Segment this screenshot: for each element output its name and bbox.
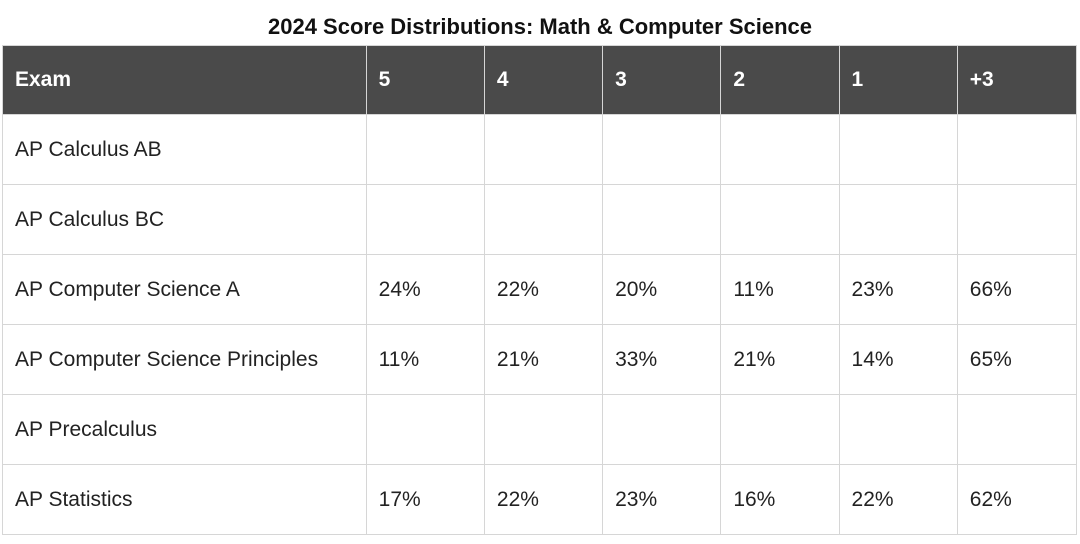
plus-3-cell — [956, 114, 1078, 185]
table-row: AP Calculus BC — [2, 184, 1078, 255]
column-header-score-3: 3 — [602, 45, 722, 115]
plus-3-cell: 62% — [956, 464, 1078, 535]
score-3-cell — [602, 184, 722, 255]
score-3-cell — [602, 394, 722, 465]
page-title: 2024 Score Distributions: Math & Compute… — [267, 14, 813, 39]
score-distribution-table: Exam 5 4 3 2 1 +3 AP Calculus AB AP Calc… — [2, 45, 1078, 535]
plus-3-cell: 66% — [956, 254, 1078, 325]
score-1-cell — [838, 394, 958, 465]
score-4-cell: 21% — [483, 324, 604, 395]
exam-name-cell: AP Statistics — [2, 464, 367, 535]
score-1-cell — [838, 114, 958, 185]
table-row: AP Computer Science A 24% 22% 20% 11% 23… — [2, 254, 1078, 325]
table-header-row: Exam 5 4 3 2 1 +3 — [2, 45, 1078, 115]
score-5-cell — [365, 184, 485, 255]
score-4-cell — [483, 184, 604, 255]
exam-name-cell: AP Computer Science Principles — [2, 324, 367, 395]
score-3-cell — [602, 114, 722, 185]
plus-3-cell — [956, 394, 1078, 465]
column-header-score-1: 1 — [838, 45, 958, 115]
score-5-cell — [365, 394, 485, 465]
score-1-cell — [838, 184, 958, 255]
score-5-cell: 17% — [365, 464, 485, 535]
table-row: AP Statistics 17% 22% 23% 16% 22% 62% — [2, 464, 1078, 535]
score-4-cell — [483, 394, 604, 465]
score-5-cell — [365, 114, 485, 185]
column-header-score-2: 2 — [720, 45, 840, 115]
score-5-cell: 11% — [365, 324, 485, 395]
score-3-cell: 23% — [602, 464, 722, 535]
plus-3-cell — [956, 184, 1078, 255]
score-1-cell: 14% — [838, 324, 958, 395]
score-1-cell: 23% — [838, 254, 958, 325]
score-2-cell: 21% — [720, 324, 840, 395]
table-row: AP Precalculus — [2, 394, 1078, 465]
score-4-cell: 22% — [483, 464, 604, 535]
column-header-score-4: 4 — [483, 45, 604, 115]
table-row: AP Calculus AB — [2, 114, 1078, 185]
exam-name-cell: AP Calculus BC — [2, 184, 367, 255]
exam-name-cell: AP Computer Science A — [2, 254, 367, 325]
table-row: AP Computer Science Principles 11% 21% 3… — [2, 324, 1078, 395]
column-header-score-5: 5 — [365, 45, 485, 115]
score-3-cell: 33% — [602, 324, 722, 395]
exam-name-cell: AP Precalculus — [2, 394, 367, 465]
column-header-exam: Exam — [2, 45, 367, 115]
score-2-cell: 16% — [720, 464, 840, 535]
score-1-cell: 22% — [838, 464, 958, 535]
score-2-cell — [720, 114, 840, 185]
score-2-cell — [720, 394, 840, 465]
score-4-cell: 22% — [483, 254, 604, 325]
score-4-cell — [483, 114, 604, 185]
exam-name-cell: AP Calculus AB — [2, 114, 367, 185]
score-2-cell — [720, 184, 840, 255]
score-3-cell: 20% — [602, 254, 722, 325]
score-2-cell: 11% — [720, 254, 840, 325]
column-header-plus-3: +3 — [956, 45, 1078, 115]
score-5-cell: 24% — [365, 254, 485, 325]
plus-3-cell: 65% — [956, 324, 1078, 395]
